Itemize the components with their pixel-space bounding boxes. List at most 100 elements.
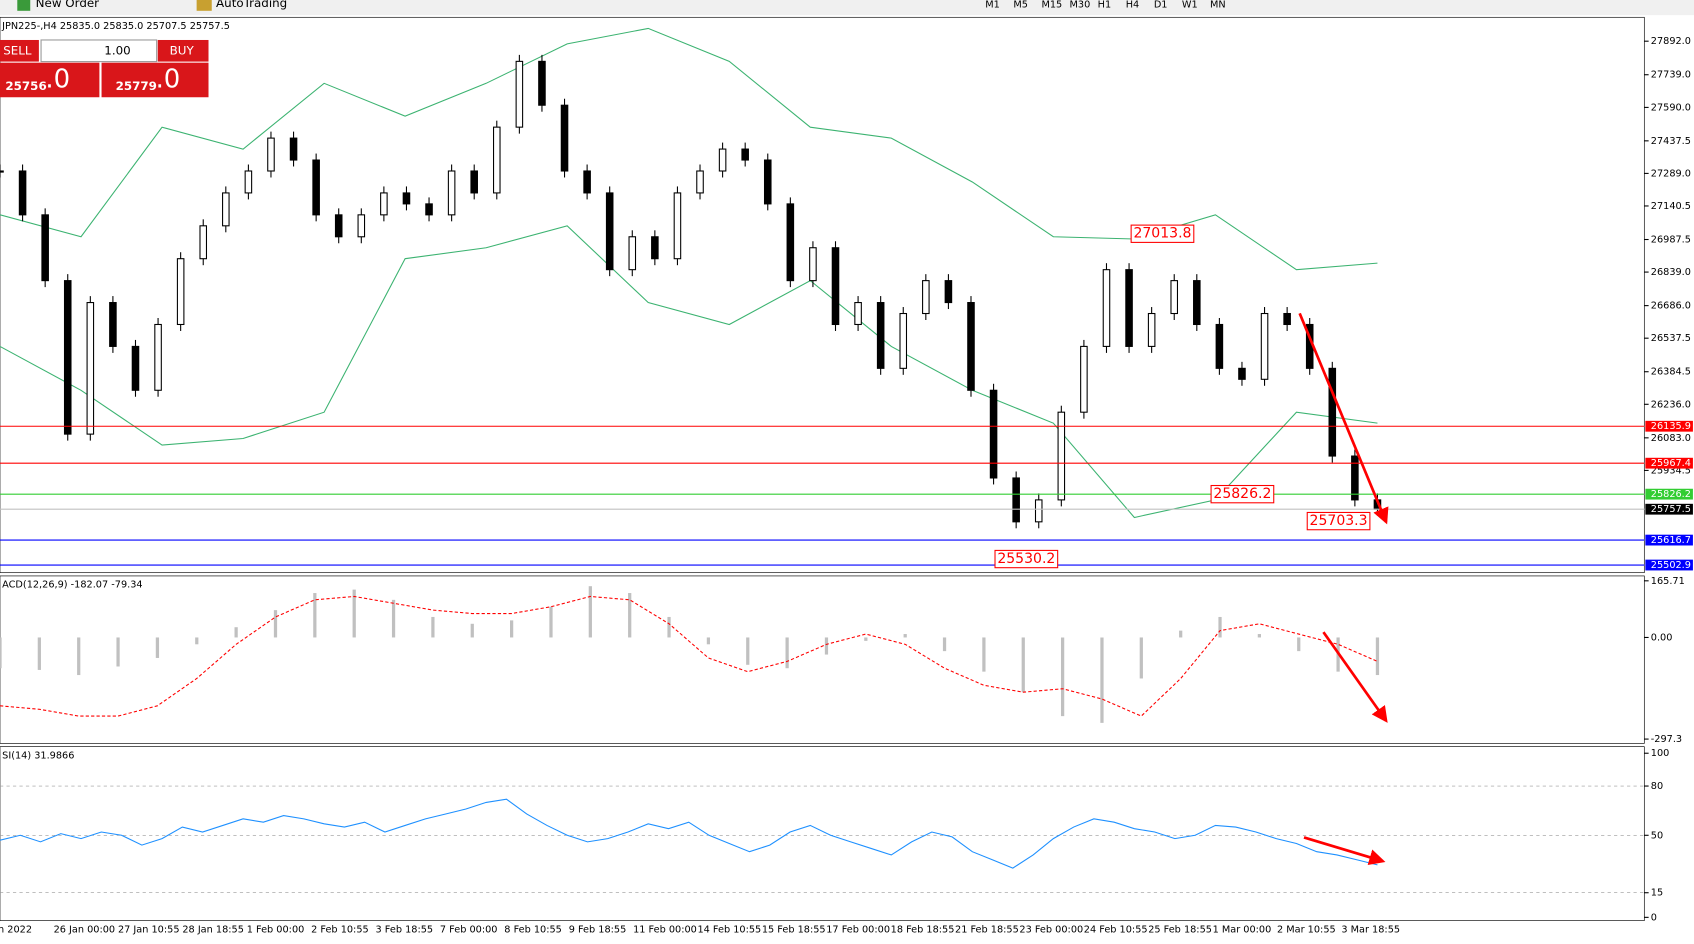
candle [515, 60, 524, 128]
new-order-icon[interactable] [17, 0, 31, 11]
candle [267, 137, 275, 172]
candle [1215, 323, 1224, 369]
y-tick-label: 27892.0 [1651, 36, 1691, 47]
new-order-button[interactable]: New Order [36, 0, 100, 10]
autotrading-button[interactable]: AutoTrading [216, 0, 287, 10]
candle [425, 203, 433, 216]
y-tick-label: 165.71 [1651, 576, 1685, 587]
x-tick-label: 23 Feb 00:00 [1019, 924, 1083, 935]
candle [899, 312, 908, 369]
candle [831, 247, 840, 326]
x-tick-label: 2 Feb 10:55 [311, 924, 369, 935]
x-tick-label: 27 Jan 10:55 [118, 924, 180, 935]
timeframe-button[interactable]: H4 [1126, 0, 1139, 10]
buy-button[interactable] [157, 39, 209, 62]
bollinger-band [0, 225, 1378, 519]
lots-input[interactable] [40, 39, 158, 63]
pane-title: ACD(12,26,9) -182.07 -79.34 [2, 580, 142, 591]
candle [222, 192, 230, 227]
timeframe-button[interactable]: H1 [1098, 0, 1111, 10]
candle [109, 302, 117, 347]
x-tick-label: 25 Feb 18:55 [1148, 924, 1212, 935]
candle [1283, 312, 1291, 326]
candle [1238, 367, 1246, 380]
timeframe-button[interactable]: M1 [985, 0, 1000, 10]
x-tick-label: 11 Feb 00:00 [633, 924, 697, 935]
candle [289, 137, 298, 161]
ask-main: 25779 [116, 79, 157, 93]
candle [154, 323, 162, 391]
x-tick-label: 28 Jan 18:55 [182, 924, 244, 935]
y-tick-label: 26839.0 [1651, 267, 1691, 278]
x-tick-label: 1 Feb 00:00 [247, 924, 305, 935]
bid-box[interactable] [0, 62, 100, 98]
price-annotation: 25703.3 [1310, 513, 1368, 529]
candle [18, 170, 27, 216]
candle [447, 170, 456, 216]
rsi-pane [0, 746, 1645, 921]
timeframe-button[interactable]: D1 [1154, 0, 1168, 10]
macd-signal-line [0, 595, 1378, 717]
bid-fraction: .0 [45, 64, 70, 94]
y-tick-label: 0 [1651, 912, 1657, 923]
toolbar [0, 0, 1694, 16]
candle [1080, 345, 1088, 413]
candle [989, 389, 998, 479]
bid-main: 25756 [5, 79, 46, 93]
y-tick-label: 26236.0 [1651, 399, 1691, 410]
candle [334, 214, 343, 238]
candle [131, 345, 140, 391]
timeframe-button[interactable]: M15 [1041, 0, 1062, 10]
ask-fraction: .0 [156, 64, 181, 94]
main-chart-pane [0, 16, 1645, 574]
price-level-box [1645, 457, 1693, 469]
trend-arrow [1298, 312, 1389, 525]
x-tick-label: Jan 2022 [0, 924, 32, 935]
y-tick-label: 27739.0 [1651, 70, 1691, 81]
candle [696, 170, 704, 194]
x-tick-label: 24 Feb 10:55 [1084, 924, 1148, 935]
x-tick-label: 1 Mar 00:00 [1213, 924, 1272, 935]
ask-box[interactable] [101, 62, 209, 98]
price-annotation-box [1306, 511, 1371, 531]
sell-label: SELL [3, 43, 32, 57]
price-level-label: 26135.9 [1651, 421, 1691, 432]
candle [402, 192, 411, 205]
candle [1260, 312, 1269, 380]
candle [1351, 455, 1359, 501]
y-tick-label: 27289.0 [1651, 168, 1691, 179]
timeframe-button[interactable]: M30 [1070, 0, 1091, 10]
y-tick-label: 26083.0 [1651, 433, 1691, 444]
autotrading-icon[interactable] [196, 0, 212, 11]
candle [628, 236, 637, 271]
price-level-box [1645, 503, 1693, 515]
pane-title: SI(14) 31.9866 [2, 750, 74, 761]
timeframe-button[interactable]: M5 [1013, 0, 1028, 10]
candle [809, 247, 817, 282]
candle [786, 203, 795, 282]
price-level-label: 25967.4 [1651, 458, 1691, 469]
sell-button[interactable] [0, 39, 39, 62]
timeframe-button[interactable]: MN [1210, 0, 1226, 10]
candle [86, 302, 95, 435]
x-tick-label: 15 Feb 18:55 [762, 924, 826, 935]
price-level-box [1645, 559, 1693, 571]
buy-label: BUY [170, 43, 195, 57]
candle [1125, 269, 1133, 347]
candle [538, 60, 546, 106]
order-panel: SELL 1.00 BUY 25756 .0 25779 .0 [0, 39, 209, 98]
candle [944, 280, 953, 304]
candle [1057, 411, 1066, 501]
timeframe-button[interactable]: W1 [1182, 0, 1198, 10]
y-tick-label: 26384.5 [1651, 367, 1691, 378]
candle [0, 170, 4, 173]
candle [651, 236, 659, 260]
candle [1102, 269, 1111, 347]
candle [967, 302, 975, 391]
candle [1170, 280, 1179, 315]
candle [470, 170, 478, 194]
rsi-line [0, 798, 1378, 869]
candle [560, 104, 569, 172]
